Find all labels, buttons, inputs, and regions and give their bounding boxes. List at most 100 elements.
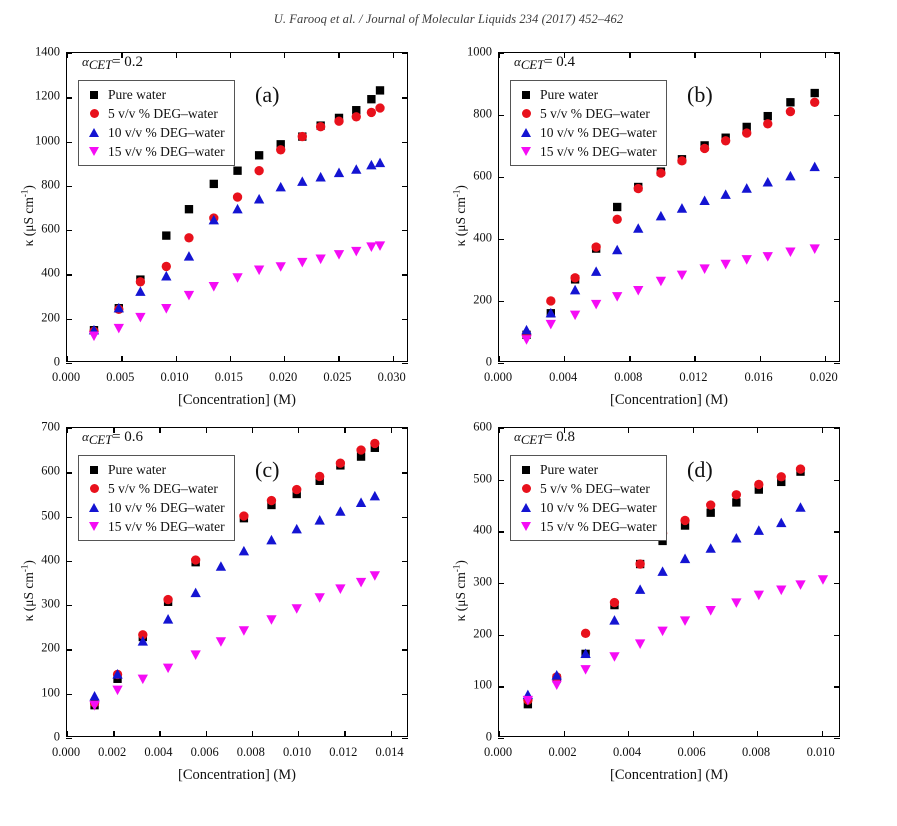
- x-tick-label: 0.004: [549, 370, 578, 384]
- y-tick-label: 0: [485, 729, 492, 744]
- series-triangle-down: [521, 244, 820, 345]
- x-tick-mark: [67, 356, 69, 362]
- y-tick-mark: [66, 738, 72, 740]
- x-tick-label: 0.012: [679, 370, 708, 384]
- legend-item[interactable]: Pure water: [517, 85, 657, 104]
- x-tick-mark: [251, 731, 254, 737]
- legend-item[interactable]: 15 v/v % DEG–water: [85, 517, 225, 536]
- square-marker-icon: [85, 465, 103, 474]
- y-tick-mark-right: [402, 605, 408, 607]
- y-tick-label: 0: [485, 354, 492, 369]
- legend-label: 10 v/v % DEG–water: [108, 124, 225, 140]
- x-tick-mark-top: [175, 52, 177, 58]
- legend-label: 10 v/v % DEG–water: [108, 499, 225, 515]
- legend-label: 10 v/v % DEG–water: [540, 124, 657, 140]
- x-tick-mark: [392, 356, 394, 362]
- x-tick-label: 0.000: [483, 370, 513, 384]
- circle-marker-icon: [517, 484, 535, 493]
- x-tick-label: 0.000: [51, 370, 81, 384]
- x-tick-mark-top: [759, 52, 761, 58]
- legend-label: 5 v/v % DEG–water: [540, 480, 650, 496]
- triangle-up-marker-icon: [517, 128, 535, 137]
- y-tick-mark: [66, 560, 72, 563]
- legend-d: Pure water 5 v/v % DEG–water 10 v/v % DEG–…: [510, 455, 667, 541]
- y-tick-label: 500: [473, 471, 492, 486]
- x-tick-mark: [205, 731, 207, 737]
- y-tick-label: 300: [473, 574, 492, 589]
- x-tick-mark: [298, 731, 300, 737]
- x-tick-mark: [821, 731, 823, 737]
- x-axis-title: [Concentration] (M): [178, 767, 296, 783]
- y-tick-mark: [66, 318, 72, 320]
- y-tick-label: 400: [473, 522, 492, 537]
- y-tick-mark-right: [402, 363, 408, 365]
- x-tick-mark-top: [821, 427, 823, 433]
- legend-item[interactable]: 5 v/v % DEG–water: [517, 104, 657, 123]
- x-tick-mark: [284, 356, 286, 362]
- y-tick-mark: [66, 649, 72, 651]
- legend-label: 5 v/v % DEG–water: [540, 105, 650, 121]
- x-tick-mark-top: [629, 52, 631, 58]
- legend-item[interactable]: 5 v/v % DEG–water: [517, 479, 657, 498]
- chart-panel-c: αCET= 0.6 0.000 0.002 0.004 0.006 0.008 0.010 0…: [0, 413, 448, 807]
- legend-item[interactable]: 5 v/v % DEG–water: [85, 104, 225, 123]
- x-tick-label: 0.006: [677, 745, 706, 759]
- legend-item[interactable]: Pure water: [85, 85, 225, 104]
- legend-label: 5 v/v % DEG–water: [108, 480, 218, 496]
- triangle-down-marker-icon: [85, 522, 103, 531]
- y-tick-mark-right: [402, 230, 408, 232]
- x-tick-label: 0.025: [323, 370, 352, 384]
- legend-item[interactable]: 15 v/v % DEG–water: [517, 142, 657, 161]
- y-tick-mark-right: [402, 738, 408, 740]
- x-tick-label: 0.010: [160, 370, 189, 384]
- plot-area-c: [67, 428, 407, 736]
- alpha-cet-annotation: αCET= 0.4: [514, 54, 575, 72]
- series-triangle-up: [521, 161, 820, 335]
- alpha-cet-annotation: αCET= 0.6: [82, 429, 143, 447]
- legend-item[interactable]: 10 v/v % DEG–water: [85, 498, 225, 517]
- x-tick-label: 0.008: [236, 745, 265, 759]
- alpha-value: = 0.8: [544, 429, 576, 445]
- x-tick-label: 0.020: [809, 370, 838, 384]
- legend-label: Pure water: [540, 86, 599, 102]
- x-axis-title: [Concentration] (M): [610, 767, 728, 783]
- legend-item[interactable]: 10 v/v % DEG–water: [517, 123, 657, 142]
- legend-item[interactable]: 5 v/v % DEG–water: [85, 479, 225, 498]
- x-tick-mark: [564, 356, 566, 362]
- x-tick-label: 0.010: [283, 745, 312, 759]
- x-tick-mark-top: [229, 52, 232, 58]
- y-tick-mark: [66, 97, 72, 99]
- plot-area-a: [67, 53, 407, 361]
- legend-item[interactable]: Pure water: [85, 460, 225, 479]
- x-tick-label: 0.014: [375, 745, 404, 759]
- y-tick-mark: [66, 141, 72, 143]
- legend-item[interactable]: 10 v/v % DEG–water: [85, 123, 225, 142]
- y-tick-mark-right: [834, 177, 840, 179]
- legend-item[interactable]: 15 v/v % DEG–water: [85, 142, 225, 161]
- y-tick-label: 500: [41, 508, 60, 523]
- x-tick-label: 0.012: [329, 745, 358, 759]
- legend-item[interactable]: 15 v/v % DEG–water: [517, 517, 657, 536]
- x-tick-mark-top: [344, 427, 346, 433]
- legend-item[interactable]: Pure water: [517, 460, 657, 479]
- legend-b: Pure water 5 v/v % DEG–water 10 v/v % DEG–…: [510, 80, 667, 166]
- legend-label: 15 v/v % DEG–water: [108, 143, 225, 159]
- y-tick-mark-right: [834, 363, 840, 365]
- x-tick-mark: [113, 731, 115, 737]
- square-marker-icon: [85, 90, 103, 99]
- journal-running-header: U. Farooq et al. / Journal of Molecular …: [273, 12, 624, 26]
- y-tick-label: 600: [41, 463, 60, 478]
- y-tick-mark-right: [402, 516, 408, 518]
- y-axis-title: κ (μS cm-1): [451, 560, 468, 622]
- y-tick-label: 600: [473, 168, 492, 183]
- x-tick-mark-top: [694, 52, 696, 58]
- y-tick-label: 700: [41, 419, 60, 434]
- x-tick-label: 0.010: [806, 745, 835, 759]
- x-tick-label: 0.002: [98, 745, 127, 759]
- x-tick-mark: [159, 731, 161, 737]
- legend-item[interactable]: 10 v/v % DEG–water: [517, 498, 657, 517]
- legend-label: 5 v/v % DEG–water: [108, 105, 218, 121]
- y-tick-mark: [66, 274, 72, 276]
- x-tick-mark-top: [564, 52, 566, 58]
- x-tick-mark: [499, 356, 501, 362]
